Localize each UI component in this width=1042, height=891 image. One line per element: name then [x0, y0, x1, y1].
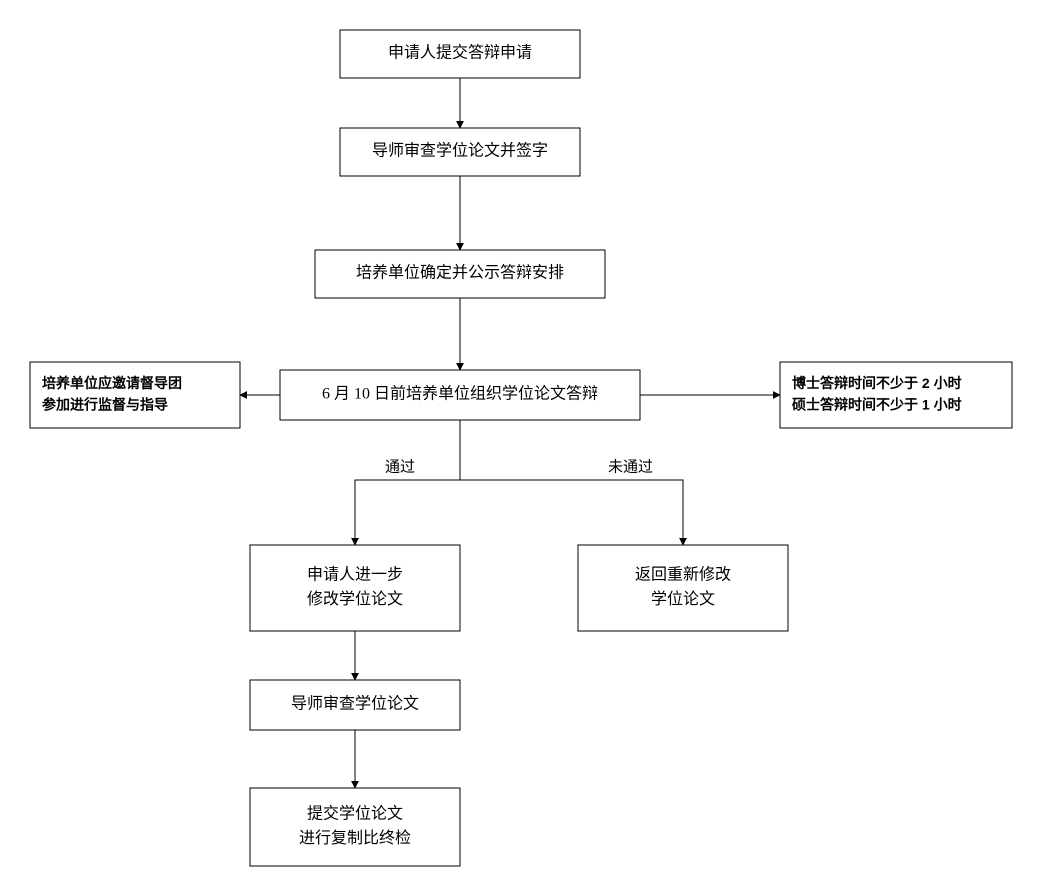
- node-sR-line-0: 博士答辩时间不少于 2 小时: [792, 375, 962, 391]
- node-sR-line-1: 硕士答辩时间不少于 1 小时: [792, 397, 962, 413]
- node-n7: 提交学位论文进行复制比终检: [250, 788, 460, 866]
- edge-n4-n5b: [460, 480, 683, 545]
- node-n6-line-0: 导师审查学位论文: [291, 695, 419, 713]
- node-sL: 培养单位应邀请督导团参加进行监督与指导: [30, 362, 240, 428]
- flowchart-canvas: 通过 未通过 申请人提交答辩申请导师审查学位论文并签字培养单位确定并公示答辩安排 6 …: [0, 0, 1042, 891]
- node-n1: 申请人提交答辩申请: [340, 30, 580, 78]
- node-n5a-line-1: 修改学位论文: [307, 590, 403, 608]
- edge-label-未通过: 未通过: [608, 458, 653, 475]
- node-n6: 导师审查学位论文: [250, 680, 460, 730]
- node-n3-line-0: 培养单位确定并公示答辩安排: [356, 264, 564, 282]
- node-n1-line-0: 申请人提交答辩申请: [388, 44, 532, 62]
- node-n5a: 申请人进一步修改学位论文: [250, 545, 460, 631]
- node-n2: 导师审查学位论文并签字: [340, 128, 580, 176]
- node-sL-line-1: 参加进行监督与指导: [42, 397, 168, 413]
- node-n5b-line-0: 返回重新修改: [635, 565, 731, 583]
- node-n7-line-1: 进行复制比终检: [299, 829, 411, 847]
- edge-label-通过: 通过: [385, 458, 415, 475]
- node-n5b: 返回重新修改学位论文: [578, 545, 788, 631]
- node-sR: 博士答辩时间不少于 2 小时硕士答辩时间不少于 1 小时: [780, 362, 1012, 428]
- edge-n4-n5a: [355, 480, 460, 545]
- node-n5a-line-0: 申请人进一步: [307, 565, 403, 583]
- node-n5b-line-1: 学位论文: [651, 590, 715, 608]
- node-n4-line-0: 6 月 10 日前培养单位组织学位论文答辩: [322, 385, 598, 403]
- node-n4: 6 月 10 日前培养单位组织学位论文答辩: [280, 370, 640, 420]
- node-sL-line-0: 培养单位应邀请督导团: [42, 375, 182, 391]
- node-n3: 培养单位确定并公示答辩安排: [315, 250, 605, 298]
- node-n7-line-0: 提交学位论文: [307, 804, 403, 822]
- node-n2-line-0: 导师审查学位论文并签字: [372, 142, 548, 160]
